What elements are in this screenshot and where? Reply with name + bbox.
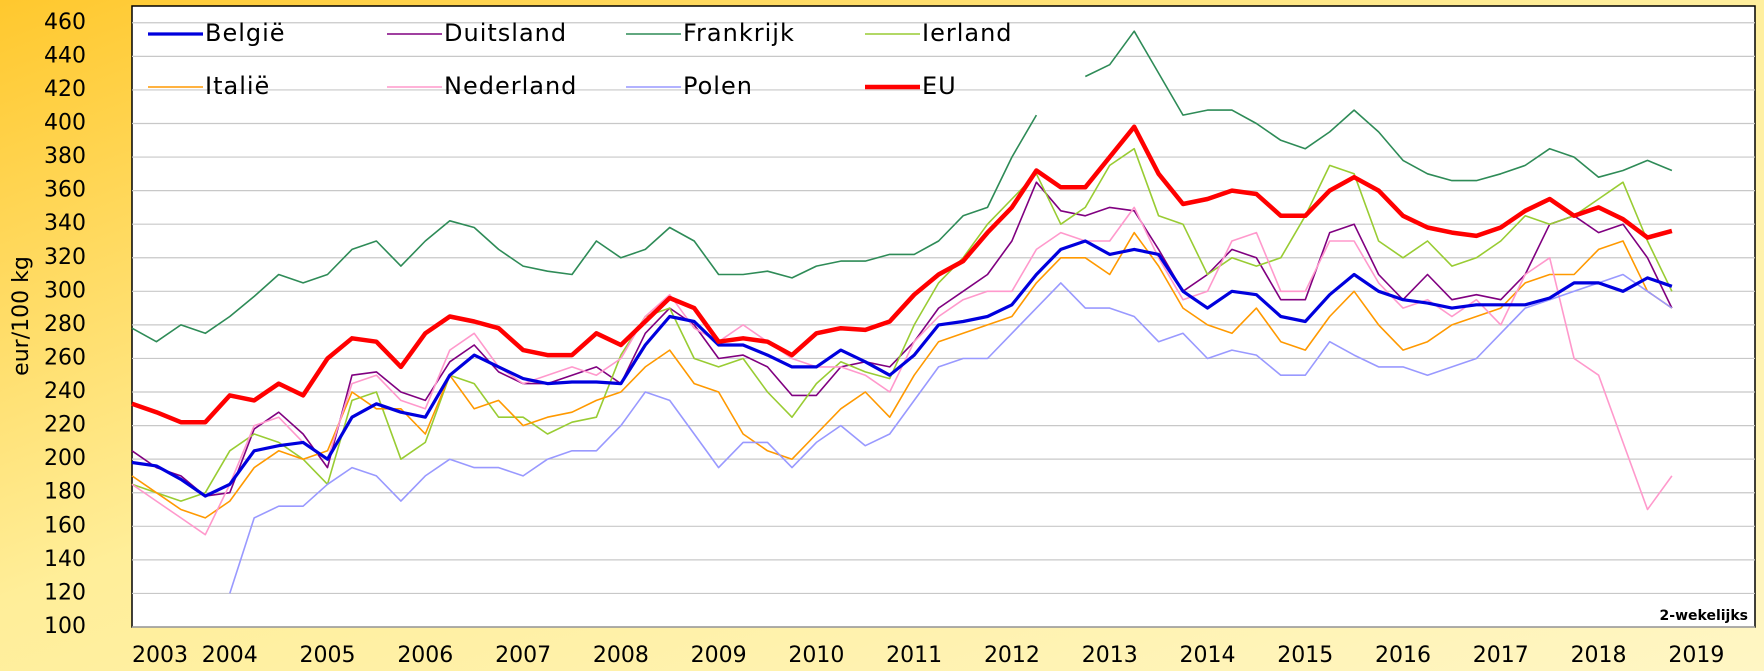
- y-tick-label: 240: [44, 379, 86, 404]
- x-tick-label: 2018: [1571, 643, 1627, 668]
- legend-label-ref: Ierland: [922, 19, 1013, 47]
- y-tick-label: 280: [44, 312, 86, 337]
- x-tick-label: 2012: [984, 643, 1040, 668]
- annotation: 2-wekelijks: [1660, 608, 1748, 624]
- x-tick-label: 2014: [1179, 643, 1235, 668]
- x-tick-label: 2015: [1277, 643, 1333, 668]
- x-tick-label: 2003: [132, 643, 188, 668]
- y-tick-label: 320: [44, 245, 86, 270]
- y-tick-label: 300: [44, 278, 86, 303]
- legend-label-ref: Duitsland: [444, 19, 567, 47]
- legend-label: Polen: [683, 72, 753, 100]
- x-tick-label: 2005: [300, 643, 356, 668]
- legend-label-ref: Italië: [205, 72, 270, 100]
- x-tick-label: 2011: [886, 643, 942, 668]
- series-line: [229, 273, 1673, 594]
- legend-label: Ierland: [922, 19, 1013, 47]
- y-tick-label: 160: [44, 513, 86, 538]
- x-tick-label: 2017: [1473, 643, 1529, 668]
- y-tick-label: 180: [44, 480, 86, 505]
- legend-label: Nederland: [444, 72, 577, 100]
- y-tick-label: 200: [44, 446, 86, 471]
- series-line: [131, 30, 1673, 343]
- y-tick-label: 340: [44, 211, 86, 236]
- x-tick-label: 2013: [1082, 643, 1138, 668]
- x-tick-label: 2016: [1375, 643, 1431, 668]
- plot-area: [131, 5, 1756, 628]
- series-line: [131, 181, 1673, 497]
- y-tick-label: 440: [44, 43, 86, 68]
- legend-label-ref: Polen: [683, 72, 753, 100]
- x-tick-label: 2019: [1668, 643, 1724, 668]
- legend-label: Frankrijk: [683, 19, 795, 47]
- y-tick-label: 400: [44, 110, 86, 135]
- legend-label-ref: Nederland: [444, 72, 577, 100]
- x-tick-label: 2008: [593, 643, 649, 668]
- legend-label: Duitsland: [444, 19, 567, 47]
- x-tick-label: 2006: [397, 643, 453, 668]
- y-tick-label: 260: [44, 345, 86, 370]
- x-tick-label: 2009: [691, 643, 747, 668]
- series-line: [131, 147, 1673, 502]
- y-tick-label: 120: [44, 580, 86, 605]
- y-tick-label: 220: [44, 413, 86, 438]
- x-tick-label: 2007: [495, 643, 551, 668]
- y-tick-label: 140: [44, 547, 86, 572]
- y-tick-label: 420: [44, 77, 86, 102]
- y-tick-label: 380: [44, 144, 86, 169]
- legend-label: EU: [922, 72, 957, 100]
- x-tick-label: 2004: [202, 643, 258, 668]
- legend-label-ref: België: [205, 19, 286, 47]
- legend-label-ref: Frankrijk: [683, 19, 795, 47]
- series-line: [131, 239, 1673, 498]
- y-tick-label: 460: [44, 10, 86, 35]
- legend-label: België: [205, 19, 286, 47]
- x-tick-label: 2010: [788, 643, 844, 668]
- y-axis-label: eur/100 kg: [9, 256, 34, 376]
- legend-label: Italië: [205, 72, 270, 100]
- legend-label-ref: EU: [922, 72, 957, 100]
- y-tick-label: 100: [44, 614, 86, 639]
- series-line: [131, 124, 1673, 425]
- y-tick-label: 360: [44, 178, 86, 203]
